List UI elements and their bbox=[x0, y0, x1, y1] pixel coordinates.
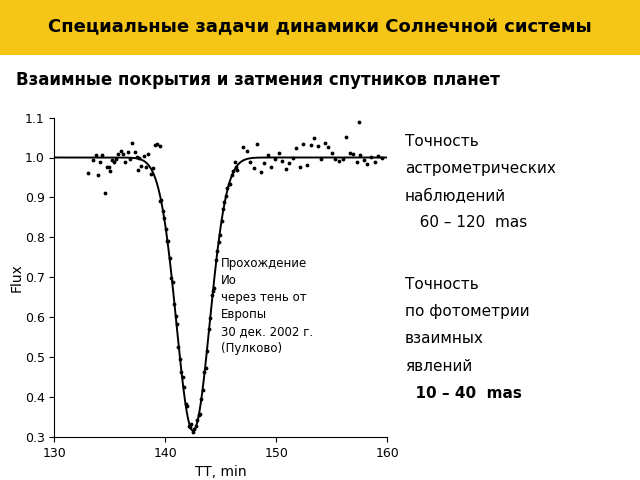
Text: явлений: явлений bbox=[405, 359, 472, 373]
Text: Точность: Точность bbox=[405, 133, 479, 149]
Text: 60 – 120  mas: 60 – 120 mas bbox=[405, 215, 527, 230]
Text: 10 – 40  mas: 10 – 40 mas bbox=[405, 386, 522, 401]
Text: взаимных: взаимных bbox=[405, 332, 484, 347]
Text: астрометрических: астрометрических bbox=[405, 161, 556, 176]
Text: Точность: Точность bbox=[405, 277, 479, 292]
Text: Прохождение
Ио
через тень от
Европы
30 дек. 2002 г.
(Пулково): Прохождение Ио через тень от Европы 30 д… bbox=[221, 257, 313, 355]
Text: Взаимные покрытия и затмения спутников планет: Взаимные покрытия и затмения спутников п… bbox=[16, 71, 500, 89]
Y-axis label: Flux: Flux bbox=[10, 263, 23, 292]
Text: наблюдений: наблюдений bbox=[405, 188, 506, 203]
Text: Специальные задачи динамики Солнечной системы: Специальные задачи динамики Солнечной си… bbox=[48, 19, 592, 36]
FancyBboxPatch shape bbox=[0, 0, 640, 55]
Text: по фотометрии: по фотометрии bbox=[405, 304, 529, 319]
X-axis label: TT, min: TT, min bbox=[195, 465, 246, 479]
